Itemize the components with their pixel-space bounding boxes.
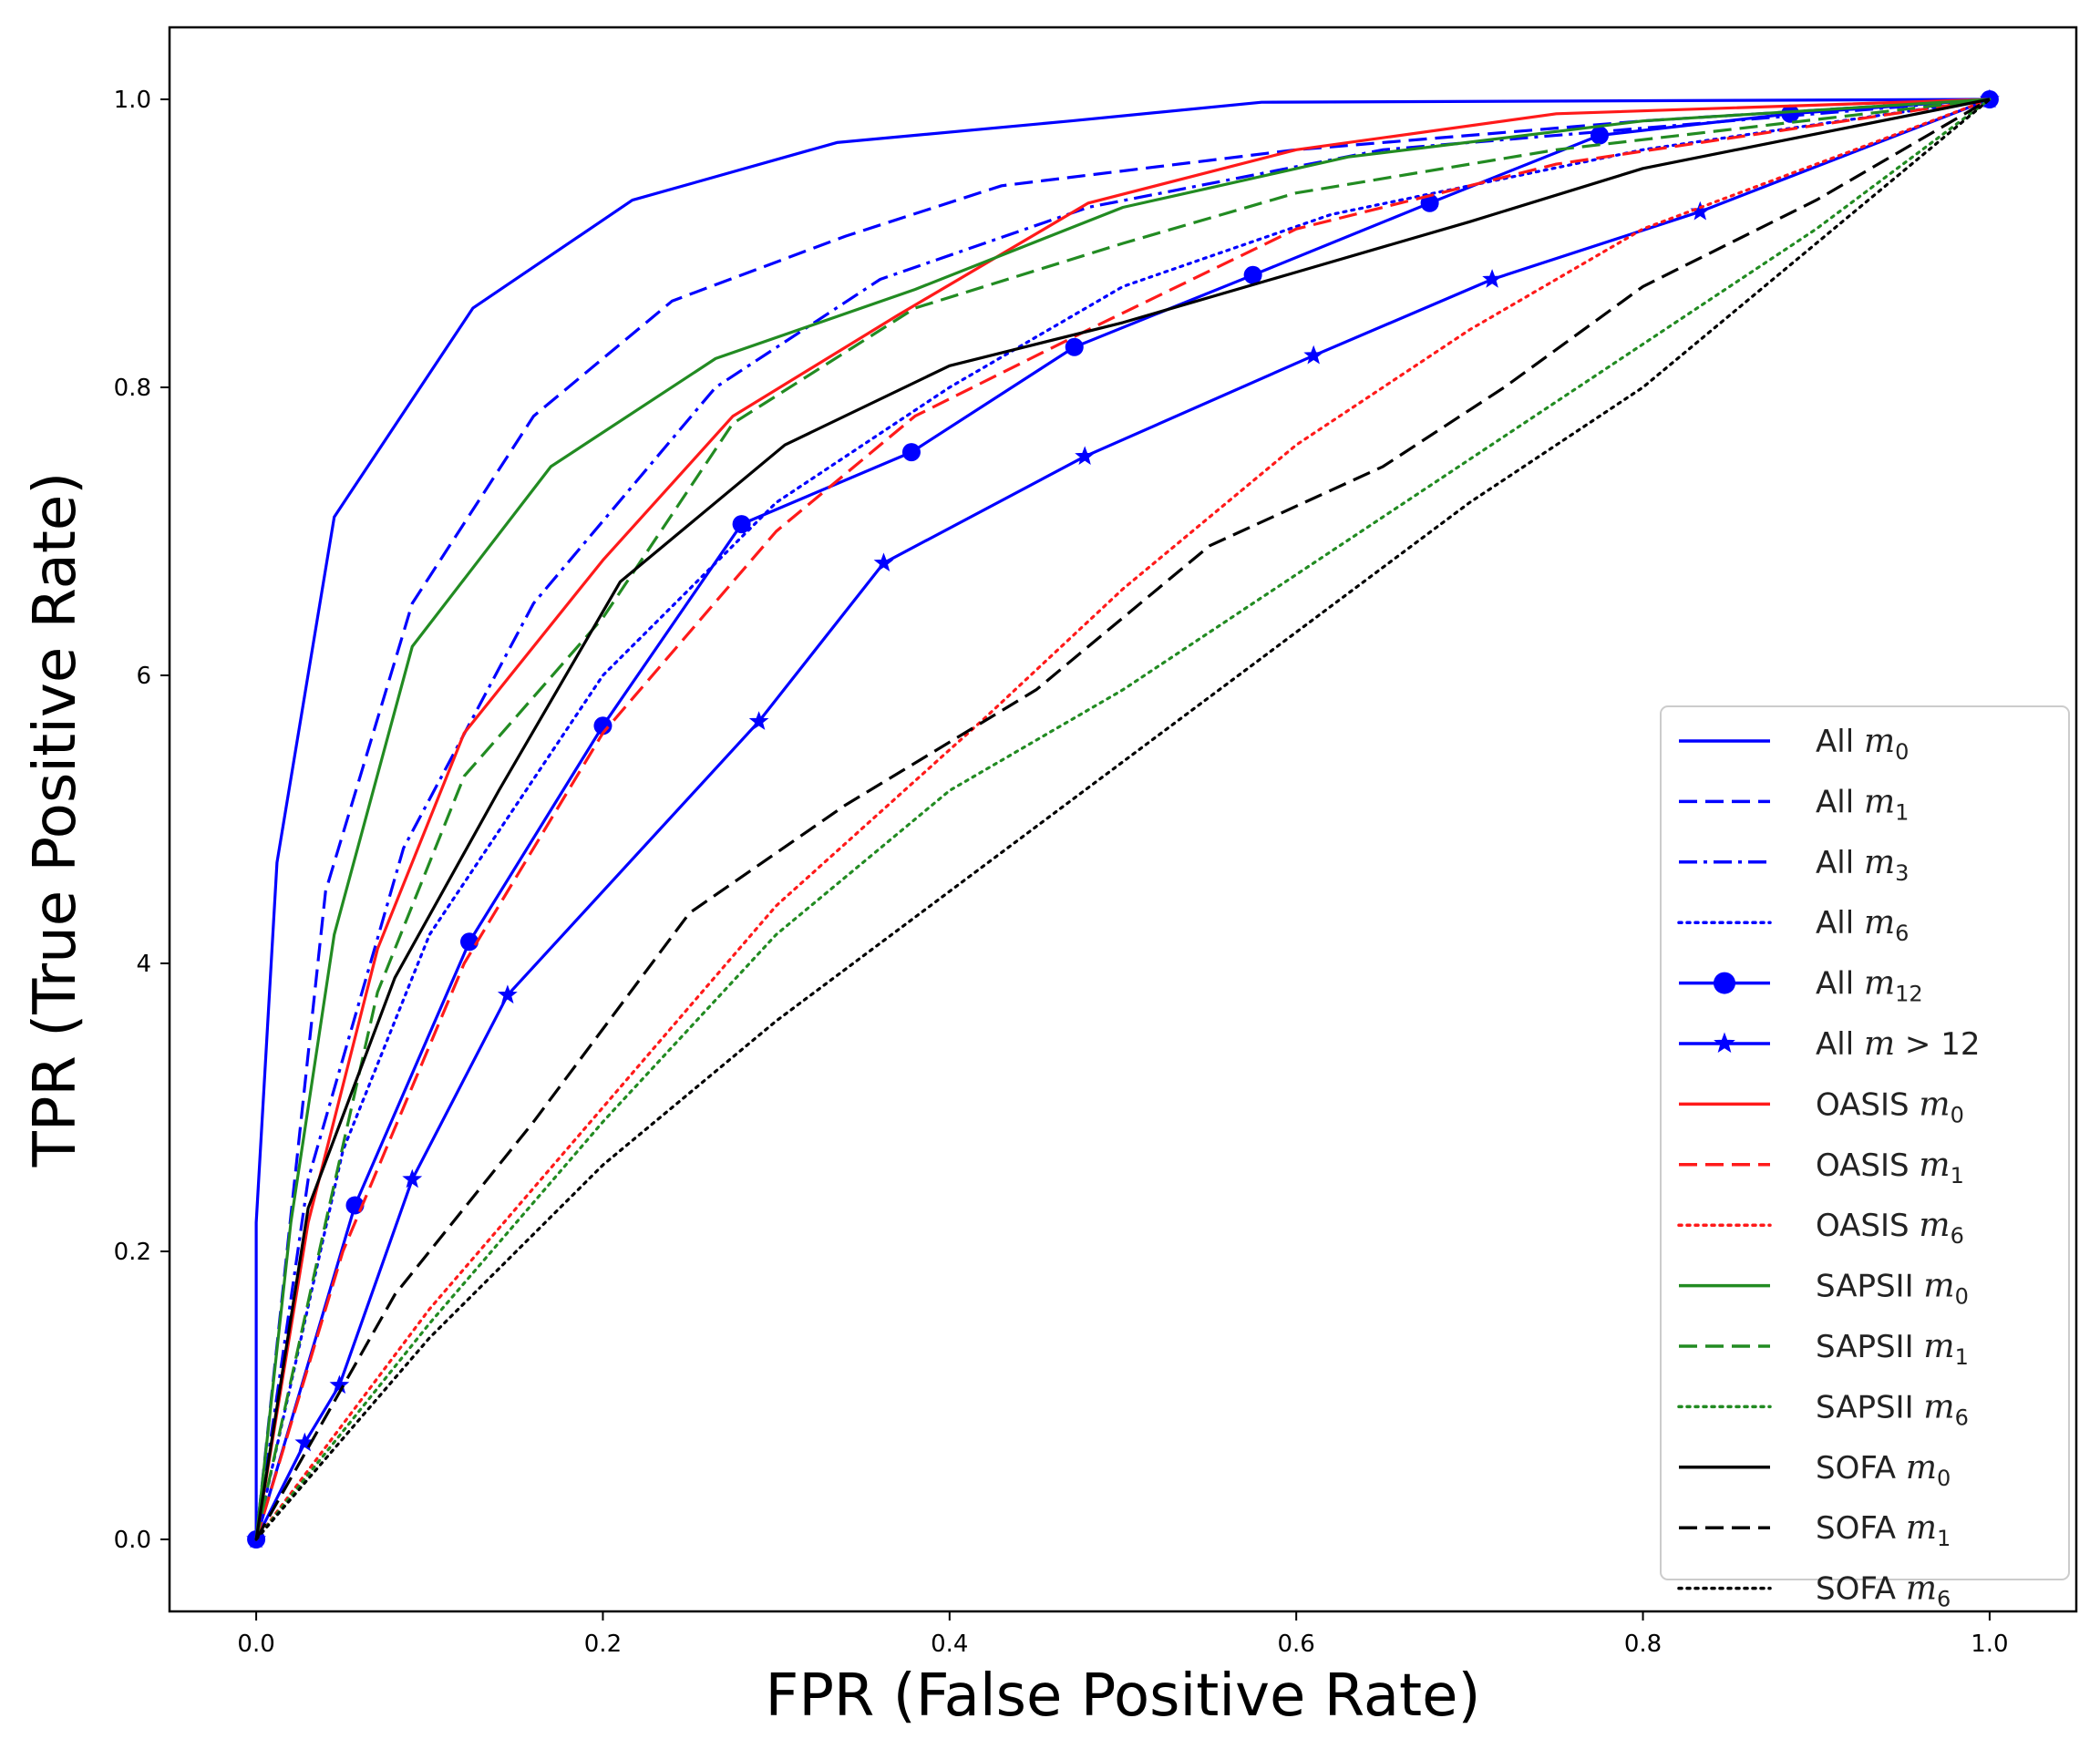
data-point (1243, 265, 1262, 284)
series-line-oasis-m0 (254, 98, 1990, 1540)
y-axis-ticks: 0.0 0.2 4 6 0.8 1.0 (114, 87, 170, 1554)
series-all-m3 (254, 98, 1991, 1540)
x-tick-label: 0.2 (584, 1631, 622, 1658)
series-sofa-m0 (254, 98, 1991, 1540)
legend-item-sapsii-m6: SAPSII m6 (1677, 1388, 1969, 1430)
legend-item-sapsii-m0: SAPSII m0 (1679, 1268, 1969, 1310)
legend-item-all-m3: All m3 (1679, 844, 1909, 886)
y-axis-title: TPR (True Positive Rate) (22, 472, 89, 1168)
legend-item-sapsii-m1: SAPSII m1 (1679, 1328, 1969, 1370)
legend-item-all-m-12: All m > 12 (1679, 1025, 1980, 1063)
legend-items: All m0 All m1 All m3 All m6 All m12 All m > 1… (1677, 723, 1980, 1612)
data-point (901, 443, 921, 462)
legend-item-all-m12: All m12 (1679, 965, 1923, 1007)
legend-label: SOFA m1 (1816, 1509, 1951, 1551)
series-line-sofa-m0 (254, 98, 1991, 1540)
data-point (460, 932, 479, 952)
legend-label: OASIS m1 (1816, 1147, 1964, 1188)
legend-marker (1714, 972, 1735, 994)
series-sofa-m1 (254, 98, 1991, 1540)
legend-label: All m6 (1816, 904, 1909, 946)
legend-frame (1660, 705, 2070, 1580)
legend-item-all-m6: All m6 (1677, 904, 1909, 946)
legend-item-oasis-m1: OASIS m1 (1679, 1147, 1964, 1188)
series-sapsii-m6 (254, 98, 1992, 1541)
legend-label: SAPSII m1 (1816, 1328, 1969, 1370)
y-tick-label: 0.8 (114, 375, 151, 402)
series-all-m-12 (246, 88, 2000, 1549)
y-tick-label: 1.0 (114, 87, 151, 114)
series-layer (246, 88, 2000, 1549)
series-line-all-m12 (254, 98, 1991, 1540)
legend-label: OASIS m6 (1816, 1207, 1964, 1249)
data-point (1303, 345, 1324, 365)
y-tick-label: 0.0 (114, 1527, 151, 1554)
plot-area-frame (168, 26, 2078, 1613)
legend-label: SAPSII m0 (1816, 1268, 1969, 1310)
series-all-m0 (254, 98, 1990, 1539)
data-point (1075, 446, 1096, 466)
series-line-all-m1 (254, 98, 1990, 1540)
x-axis-title: FPR (False Positive Rate) (766, 1662, 1481, 1730)
data-point (593, 716, 612, 736)
series-oasis-m0 (254, 98, 1990, 1540)
legend-label: All m0 (1816, 723, 1909, 765)
legend-label: OASIS m0 (1816, 1086, 1964, 1127)
legend-item-sofa-m1: SOFA m1 (1679, 1509, 1951, 1551)
data-point (1065, 337, 1084, 356)
series-oasis-m1 (254, 98, 1991, 1540)
x-tick-label: 0.4 (931, 1631, 968, 1658)
y-tick-label: 0.2 (114, 1239, 151, 1266)
y-tick-label: 4 (136, 951, 151, 978)
series-line-sofa-m6 (254, 98, 1992, 1541)
legend-item-sofa-m6: SOFA m6 (1677, 1570, 1951, 1612)
data-point (329, 1374, 350, 1394)
legend-label: All m1 (1816, 783, 1909, 825)
legend-label: All m3 (1816, 844, 1909, 886)
data-point (1420, 193, 1439, 212)
series-line-all-m0 (254, 98, 1990, 1539)
legend-label: All m > 12 (1816, 1025, 1980, 1063)
series-all-m6 (254, 98, 1992, 1541)
x-tick-label: 0.6 (1278, 1631, 1315, 1658)
legend: All m0 All m1 All m3 All m6 All m12 All m > 1… (1660, 705, 2070, 1612)
series-line-oasis-m1 (254, 98, 1991, 1540)
x-tick-label: 0.0 (237, 1631, 274, 1658)
series-sapsii-m0 (254, 98, 1990, 1540)
data-point (402, 1168, 423, 1188)
series-all-m12 (247, 90, 1999, 1549)
y-tick-label: 6 (136, 663, 151, 690)
series-line-sapsii-m0 (254, 98, 1990, 1540)
data-point (1590, 126, 1609, 145)
series-all-m1 (254, 98, 1990, 1540)
x-tick-label: 0.8 (1624, 1631, 1662, 1658)
legend-label: All m12 (1816, 965, 1923, 1007)
data-point (1482, 269, 1502, 288)
legend-label: SOFA m0 (1816, 1449, 1951, 1491)
series-oasis-m6 (254, 98, 1992, 1541)
data-point (1781, 104, 1800, 123)
data-point (873, 552, 894, 572)
x-tick-label: 1.0 (1971, 1631, 2008, 1658)
series-line-all-m6 (254, 98, 1992, 1541)
data-point (732, 515, 751, 534)
series-line-sapsii-m6 (254, 98, 1992, 1541)
x-axis-ticks: 0.0 0.2 0.4 0.6 0.8 1.0 (237, 1611, 2009, 1658)
legend-item-all-m0: All m0 (1679, 723, 1909, 765)
series-line-sofa-m1 (254, 98, 1991, 1540)
legend-label: SOFA m6 (1816, 1570, 1951, 1612)
series-line-all-m3 (254, 98, 1991, 1540)
series-sofa-m6 (254, 98, 1992, 1541)
legend-item-all-m1: All m1 (1679, 783, 1909, 825)
data-point (748, 711, 769, 730)
legend-item-sofa-m0: SOFA m0 (1679, 1449, 1951, 1491)
legend-label: SAPSII m6 (1816, 1388, 1969, 1430)
series-line-all-m-12 (254, 98, 1991, 1540)
series-line-oasis-m6 (254, 98, 1992, 1541)
legend-item-oasis-m0: OASIS m0 (1679, 1086, 1964, 1127)
legend-item-oasis-m6: OASIS m6 (1677, 1207, 1964, 1249)
data-point (497, 984, 518, 1004)
legend-marker (1714, 1032, 1735, 1054)
